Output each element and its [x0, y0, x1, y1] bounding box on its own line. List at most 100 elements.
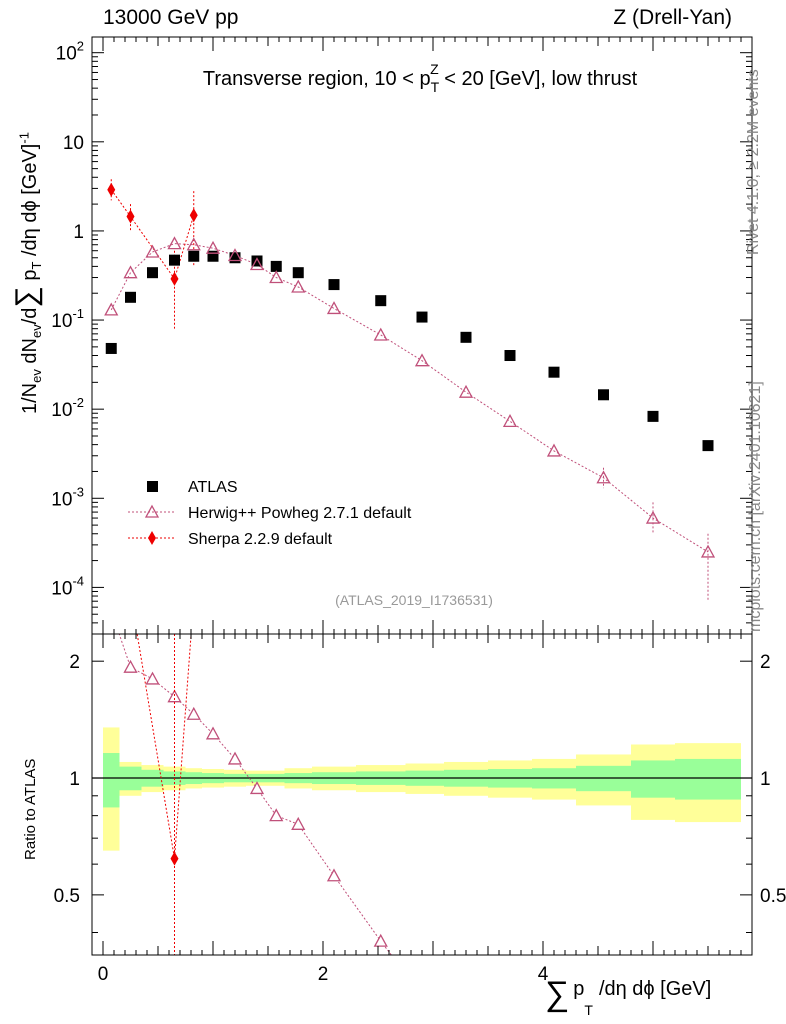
herwig-ratio-point	[145, 671, 160, 685]
y-label-c: /d	[19, 307, 41, 325]
atlas-point	[125, 291, 136, 303]
x-label-sub: T	[584, 1002, 593, 1018]
legend-label-herwig: Herwig++ Powheg 2.7.1 default	[188, 505, 412, 522]
legend-label-sherpa: Sherpa 2.2.9 default	[188, 531, 333, 548]
atlas-point	[702, 440, 714, 452]
y-label-e-sup: -1	[16, 132, 32, 144]
y-tick-label: 102	[56, 39, 84, 65]
title-sub: T	[431, 79, 440, 95]
herwig-point	[645, 510, 661, 524]
herwig-point	[123, 265, 138, 279]
band-green	[631, 760, 675, 798]
title-post: < 20 [GeV], low thrust	[439, 68, 638, 90]
y-tick-label-base: 10	[51, 311, 72, 332]
herwig-point	[186, 237, 201, 251]
ratio-tick-label: 1	[69, 769, 80, 790]
data-markers	[104, 182, 716, 558]
y-tick-label: 10-1	[51, 306, 84, 332]
legend-marker-sherpa	[148, 531, 156, 545]
process-energy-label: 13000 GeV pp	[103, 6, 239, 29]
herwig-ratio-point	[167, 689, 182, 703]
herwig-point	[502, 413, 518, 427]
herwig-point	[546, 443, 562, 457]
y-tick-label: 10-3	[51, 484, 84, 510]
herwig-ratio-point	[227, 751, 243, 765]
ratio-tick-label-right: 1	[760, 769, 771, 790]
y-tick-label-exp: -4	[72, 573, 84, 588]
y-tick-label: 10-4	[51, 573, 84, 599]
herwig-point	[205, 240, 221, 254]
y-tick-label-base: 10	[51, 400, 72, 421]
atlas-point	[270, 260, 282, 272]
herwig-ratio-point	[373, 933, 388, 947]
atlas-point	[147, 267, 158, 279]
herwig-point	[167, 236, 182, 250]
ratio-line-0	[118, 634, 392, 955]
atlas-point	[292, 267, 304, 279]
sherpa-point	[126, 209, 135, 224]
y-label-e: /dη dϕ [GeV]	[19, 143, 41, 262]
atlas-point	[548, 366, 560, 378]
ratio-tick-label: 0.5	[54, 886, 80, 907]
y-tick-label: 10	[63, 133, 84, 154]
x-axis-label: ∑ pT/dη dϕ [GeV]	[545, 975, 711, 1018]
x-label-sum: ∑	[545, 975, 569, 1013]
atlas-point	[504, 350, 516, 362]
y-label-a: 1/N	[19, 382, 41, 414]
herwig-ratio-point	[269, 808, 284, 822]
atlas-point	[416, 311, 428, 323]
herwig-point	[414, 353, 430, 367]
atlas-point	[647, 410, 659, 422]
analysis-tag: (ATLAS_2019_I1736531)	[335, 592, 493, 608]
ratio-line-1	[136, 634, 192, 859]
atlas-point	[169, 254, 180, 266]
atlas-point	[105, 342, 117, 354]
y-label-b: dN	[19, 338, 41, 370]
sherpa-point	[107, 182, 116, 197]
mcplots-label: mcplots.cern.ch [arXiv:2401.10621]	[747, 381, 764, 632]
atlas-point	[251, 255, 263, 267]
atlas-point	[207, 250, 219, 262]
herwig-ratio-point	[291, 816, 306, 830]
process-name-label: Z (Drell-Yan)	[613, 6, 732, 29]
atlas-point	[598, 389, 609, 401]
herwig-point	[700, 544, 716, 558]
ratio-tick-label-right: 2	[760, 652, 771, 673]
y-label-d: p	[19, 269, 41, 287]
band-green	[675, 758, 741, 800]
ratio-tick-label: 2	[69, 652, 80, 673]
y-tick-label-base: 10	[56, 44, 77, 65]
legend: ATLAS Herwig++ Powheg 2.7.1 default Sher…	[128, 479, 412, 548]
herwig-ratio-point	[326, 868, 342, 882]
y-tick-label: 10-2	[51, 395, 84, 421]
herwig-point	[326, 301, 342, 315]
herwig-point	[227, 248, 243, 262]
atlas-point	[188, 250, 200, 262]
band-green	[103, 753, 120, 808]
ratio-tick-label-right: 0.5	[760, 886, 786, 907]
legend-label-atlas: ATLAS	[188, 479, 238, 496]
x-tick-label: 4	[538, 964, 549, 985]
herwig-point	[458, 384, 474, 398]
ratio-y-axis-label: Ratio to ATLAS	[22, 758, 39, 860]
y-tick-label-exp: 2	[77, 39, 84, 54]
series-line-2	[110, 189, 195, 280]
atlas-point	[375, 295, 387, 307]
atlas-point	[460, 331, 472, 343]
y-tick-label-exp: -3	[72, 484, 84, 499]
title-pre: Transverse region, 10 < p	[203, 68, 431, 90]
atlas-point	[229, 252, 241, 264]
herwig-ratio-point	[249, 781, 265, 795]
x-label-rest: /dη dϕ [GeV]	[599, 978, 711, 1000]
herwig-ratio-point	[205, 726, 221, 740]
ratio-lines	[118, 634, 392, 955]
herwig-point	[373, 327, 388, 341]
y-label-sum: ∑	[10, 286, 43, 308]
legend-marker-herwig	[144, 504, 160, 518]
legend-marker-atlas	[147, 481, 158, 492]
ratio-uncertainty-bands	[92, 727, 752, 851]
y-axis-label: 1/Nev dNev/d∑ pT /dη dϕ [GeV]-1	[10, 132, 44, 414]
herwig-point	[249, 257, 265, 271]
